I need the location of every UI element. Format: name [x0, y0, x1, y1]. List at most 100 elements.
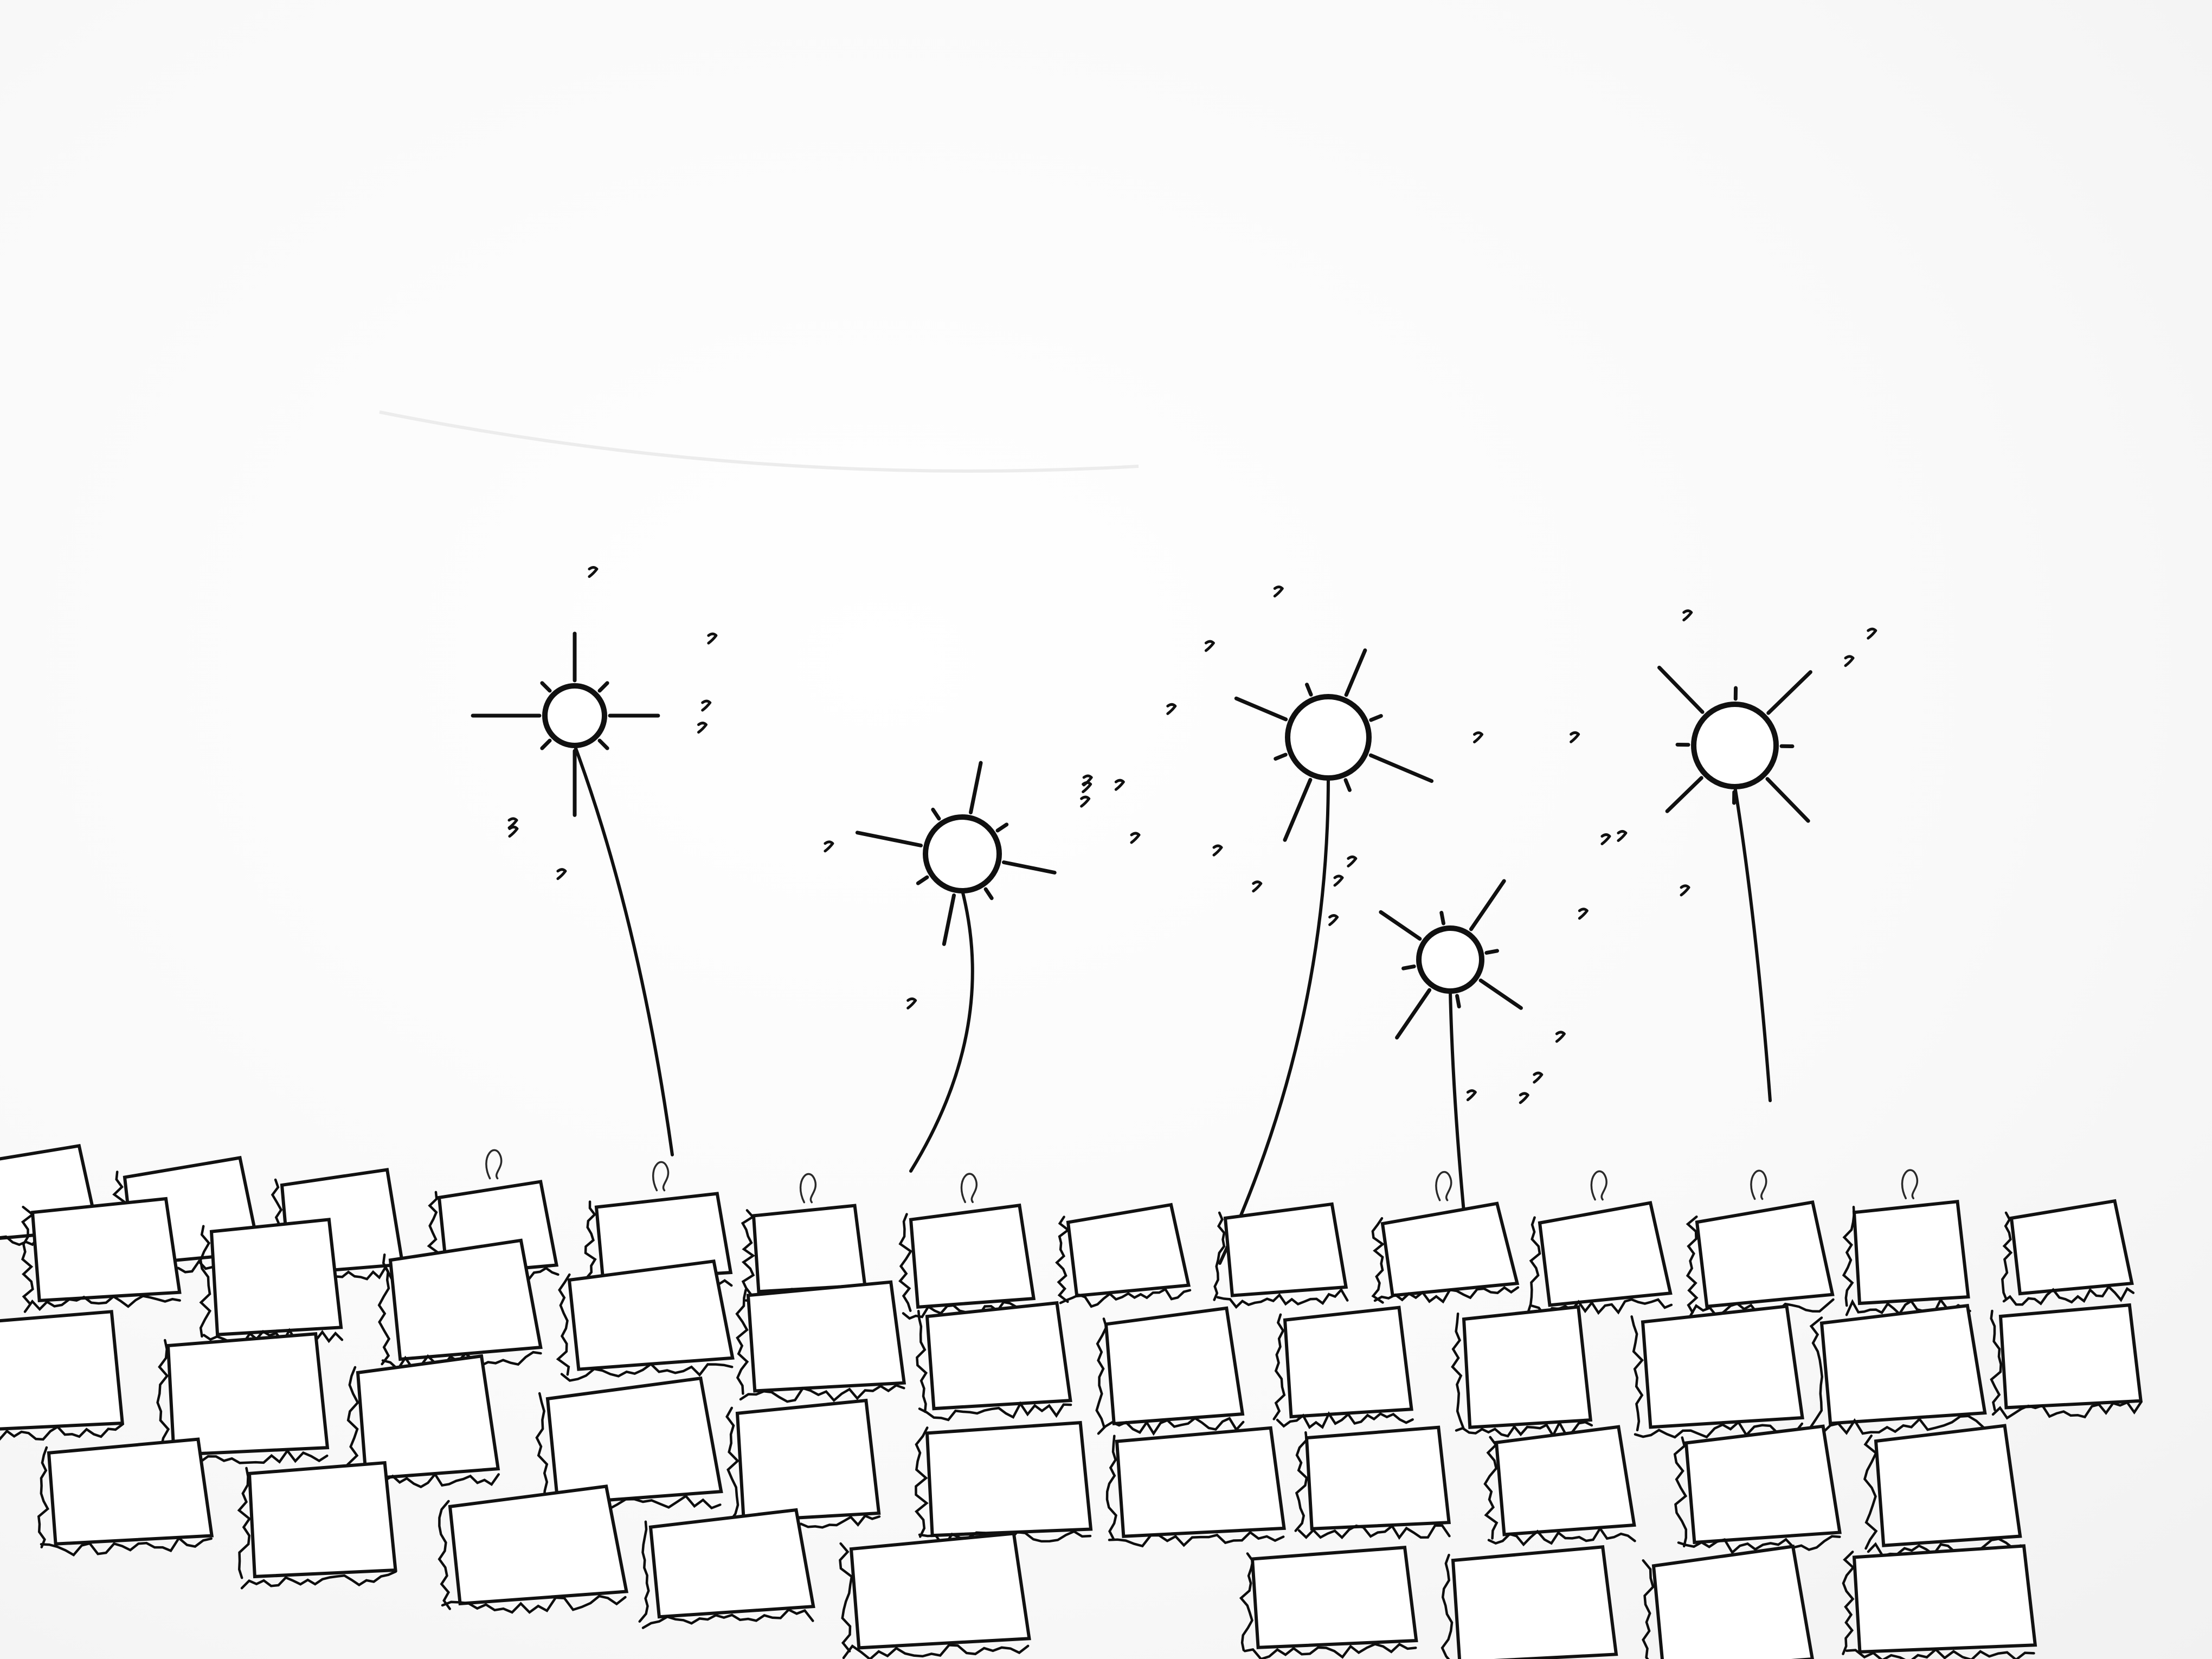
crochet-stitches [1991, 1400, 2143, 1420]
seed-mark [1466, 1089, 1477, 1102]
crochet-stitches [441, 1594, 627, 1614]
seed-mark [1682, 609, 1693, 622]
yarn-tuft [652, 1161, 670, 1192]
wall-block [1250, 1546, 1418, 1649]
crochet-stitches [156, 1339, 170, 1457]
yarn-tuft [960, 1173, 978, 1204]
seed-mark [1328, 914, 1339, 927]
seed-mark [1680, 884, 1690, 897]
flower [471, 566, 718, 1156]
flower-ray [1368, 753, 1434, 783]
crochet-stitches [237, 1467, 252, 1579]
crochet-stitches [240, 1570, 397, 1590]
crochet-stitches [1990, 1309, 2002, 1411]
flower-ray [540, 738, 552, 750]
crochet-stitches [2001, 1211, 2013, 1301]
flower-ray [1369, 714, 1383, 722]
crochet-stitches [1483, 1436, 1499, 1540]
wall-block [209, 1218, 343, 1336]
flower-ray [1395, 988, 1432, 1040]
crochet-stitches [1677, 1535, 1841, 1555]
seed-mark [1600, 833, 1611, 846]
flower-ray [597, 681, 609, 693]
flower [1328, 856, 1589, 1268]
yarn-tuft [1901, 1169, 1919, 1200]
flower-ray [1274, 753, 1288, 761]
seed-mark [1533, 1071, 1544, 1084]
flower-ray [855, 831, 923, 848]
seed-mark [1204, 640, 1215, 652]
crochet-stitches [0, 1423, 124, 1441]
wall-block [30, 1197, 182, 1303]
crochet-stitches [1441, 1553, 1454, 1659]
seed-mark [1114, 779, 1125, 791]
flower-ray [1766, 670, 1812, 715]
seed-mark [1473, 731, 1484, 744]
crochet-stitches [37, 1446, 49, 1548]
crochet-stitches [641, 1608, 814, 1629]
crochet-stitches [2002, 1284, 2135, 1306]
flower-ray [1439, 911, 1445, 925]
seed-mark [697, 722, 708, 734]
seed-mark [1080, 795, 1091, 808]
seed-mark [1570, 731, 1580, 743]
crochet-stitches [1105, 1435, 1117, 1541]
crochet-stitches [1095, 1317, 1108, 1429]
crochet-stitches [915, 1426, 929, 1538]
flower-ray [916, 875, 929, 885]
wall-block [735, 1398, 881, 1523]
crochet-stitches [377, 1253, 391, 1366]
wall-block [356, 1354, 500, 1481]
flower-ray [597, 738, 609, 750]
flower-ray [1344, 648, 1367, 697]
wall-block [1223, 1202, 1348, 1297]
crochet-stitches [1276, 1411, 1414, 1429]
crochet-stitches [1630, 1315, 1644, 1432]
flower-head [1416, 925, 1484, 994]
flower-ray [942, 893, 956, 946]
wall-block [545, 1376, 723, 1506]
seed-mark [1867, 627, 1877, 640]
wall-block [1451, 1545, 1618, 1659]
paper-fold [379, 410, 1139, 473]
wall-block [1998, 1303, 2143, 1410]
yarn-tuft [799, 1173, 817, 1204]
crochet-stitches [739, 1384, 905, 1403]
crochet-stitches [438, 1500, 451, 1610]
flower-group [471, 566, 1877, 1268]
wall-block [594, 1192, 733, 1283]
wall-block [1304, 1425, 1451, 1531]
flower-ray [540, 681, 552, 693]
yarn-tuft [1590, 1170, 1607, 1201]
flower-ray [1401, 964, 1416, 970]
wall-block [1104, 1306, 1245, 1426]
wall-block [0, 1310, 125, 1431]
wall-block [1462, 1305, 1593, 1429]
seed-mark [1333, 874, 1344, 887]
flower-ray [968, 761, 983, 815]
crochet-stitches [556, 1273, 571, 1376]
seed-mark [1166, 703, 1177, 715]
wall-block [751, 1204, 867, 1294]
crochet-stitches [1272, 1313, 1286, 1420]
seed-mark [1844, 655, 1855, 667]
seed-mark [824, 840, 834, 853]
flower-ray [983, 887, 994, 901]
crochet-stitches [741, 1209, 756, 1296]
crochet-stitches [1451, 1312, 1465, 1430]
crochet-stitches [1059, 1287, 1192, 1308]
crochet-stitches [735, 1289, 749, 1395]
seed-mark [1082, 774, 1093, 787]
seed-mark [1252, 880, 1263, 893]
wall-block [1538, 1201, 1673, 1307]
crochet-stitches [1239, 1552, 1255, 1651]
crochet-stitches [842, 1644, 1030, 1659]
wall-block [1695, 1200, 1835, 1309]
wall-block [1283, 1306, 1413, 1419]
crochet-stitches [1845, 1648, 2035, 1659]
flower-ray [1283, 777, 1313, 842]
wall-block [1852, 1544, 2037, 1654]
crochet-stitches [40, 1536, 213, 1557]
crochet-stitches [21, 1206, 35, 1306]
wall-block [909, 1203, 1036, 1309]
